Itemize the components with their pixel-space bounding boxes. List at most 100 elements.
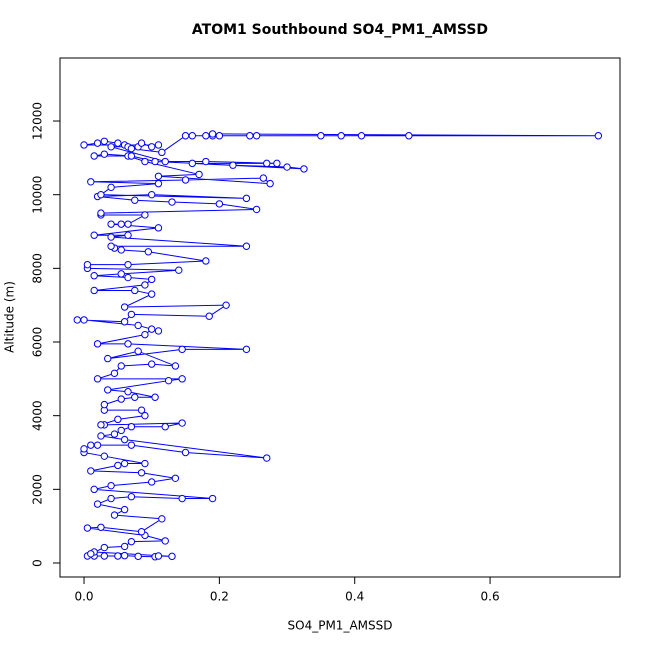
data-point — [357, 132, 366, 140]
data-point — [120, 551, 129, 560]
data-point — [114, 139, 122, 147]
data-point — [317, 132, 325, 140]
data-point — [127, 441, 136, 449]
data-point — [127, 152, 136, 160]
data-point — [141, 281, 149, 289]
data-point — [202, 157, 210, 166]
data-point — [117, 362, 125, 370]
data-point — [114, 461, 122, 470]
data-point — [97, 523, 105, 531]
data-point — [147, 325, 156, 333]
data-point — [181, 176, 190, 184]
data-point — [161, 157, 169, 166]
data-point — [259, 174, 268, 182]
data-point — [124, 220, 132, 228]
data-point — [215, 132, 224, 140]
data-point — [154, 224, 163, 232]
data-point — [188, 132, 197, 140]
data-point — [97, 432, 105, 440]
data-point — [97, 209, 105, 217]
data-point — [83, 260, 92, 269]
data-point — [87, 178, 95, 186]
data-point — [110, 511, 119, 519]
data-point — [83, 524, 92, 532]
data-point — [147, 143, 156, 151]
data-point — [263, 454, 271, 462]
data-point — [151, 393, 159, 401]
data-point — [252, 205, 261, 214]
data-point — [93, 375, 102, 383]
data-point — [178, 345, 186, 354]
data-point — [168, 198, 176, 206]
data-point — [131, 196, 139, 204]
data-point — [208, 130, 217, 138]
data-point — [154, 172, 163, 180]
data-point — [141, 330, 149, 339]
data-point — [171, 474, 180, 482]
data-point — [107, 481, 115, 490]
data-point — [127, 144, 136, 153]
data-point — [127, 310, 136, 319]
data-point — [90, 286, 98, 295]
data-point — [147, 478, 156, 486]
data-point — [107, 220, 115, 228]
data-point — [107, 494, 115, 503]
data-point — [117, 270, 125, 278]
data-point — [100, 452, 109, 460]
data-point — [154, 327, 163, 335]
data-point — [205, 312, 213, 320]
data-point — [131, 393, 139, 401]
data-point — [137, 139, 146, 147]
data-point — [114, 552, 122, 560]
data-point — [110, 369, 119, 378]
data-point — [120, 435, 129, 444]
data-point — [117, 426, 125, 435]
data-point — [300, 165, 308, 173]
plot-frame — [59, 57, 621, 578]
data-point — [134, 552, 142, 561]
data-point — [175, 266, 183, 274]
data-point — [246, 132, 254, 140]
data-point — [107, 143, 115, 151]
data-point — [100, 543, 109, 552]
data-point — [93, 340, 102, 348]
data-point — [405, 132, 413, 140]
data-point — [195, 170, 203, 179]
data-point — [127, 537, 136, 546]
y-axis-label: Altitude (m) — [3, 281, 17, 353]
data-point — [93, 500, 102, 508]
data-point — [273, 159, 281, 168]
data-point — [178, 494, 186, 503]
data-point — [158, 148, 166, 157]
data-point — [154, 552, 163, 560]
data-point — [134, 321, 142, 330]
data-point — [120, 303, 129, 311]
data-point — [188, 159, 197, 168]
data-point — [158, 515, 166, 523]
data-point — [141, 411, 149, 420]
data-point — [80, 141, 88, 149]
data-point — [110, 430, 119, 438]
data-point — [117, 246, 125, 254]
data-point — [147, 360, 156, 368]
data-point — [117, 395, 125, 403]
data-point — [178, 375, 186, 383]
data-point — [87, 550, 95, 558]
data-point — [107, 242, 115, 250]
chart-title: ATOM1 Southbound SO4_PM1_AMSSD — [192, 22, 488, 38]
data-point — [161, 423, 169, 431]
data-point — [73, 316, 81, 324]
data-point — [137, 406, 146, 414]
data-point — [171, 362, 180, 370]
data-point — [283, 163, 291, 171]
data-point — [124, 231, 132, 239]
y-tick-label: 12000 — [31, 102, 45, 140]
data-point — [104, 386, 112, 394]
data-point — [134, 347, 142, 355]
data-point — [124, 260, 132, 269]
x-tick-label: 0.0 — [74, 590, 93, 604]
data-point — [337, 132, 345, 140]
data-point — [242, 345, 251, 354]
data-point — [93, 139, 102, 147]
